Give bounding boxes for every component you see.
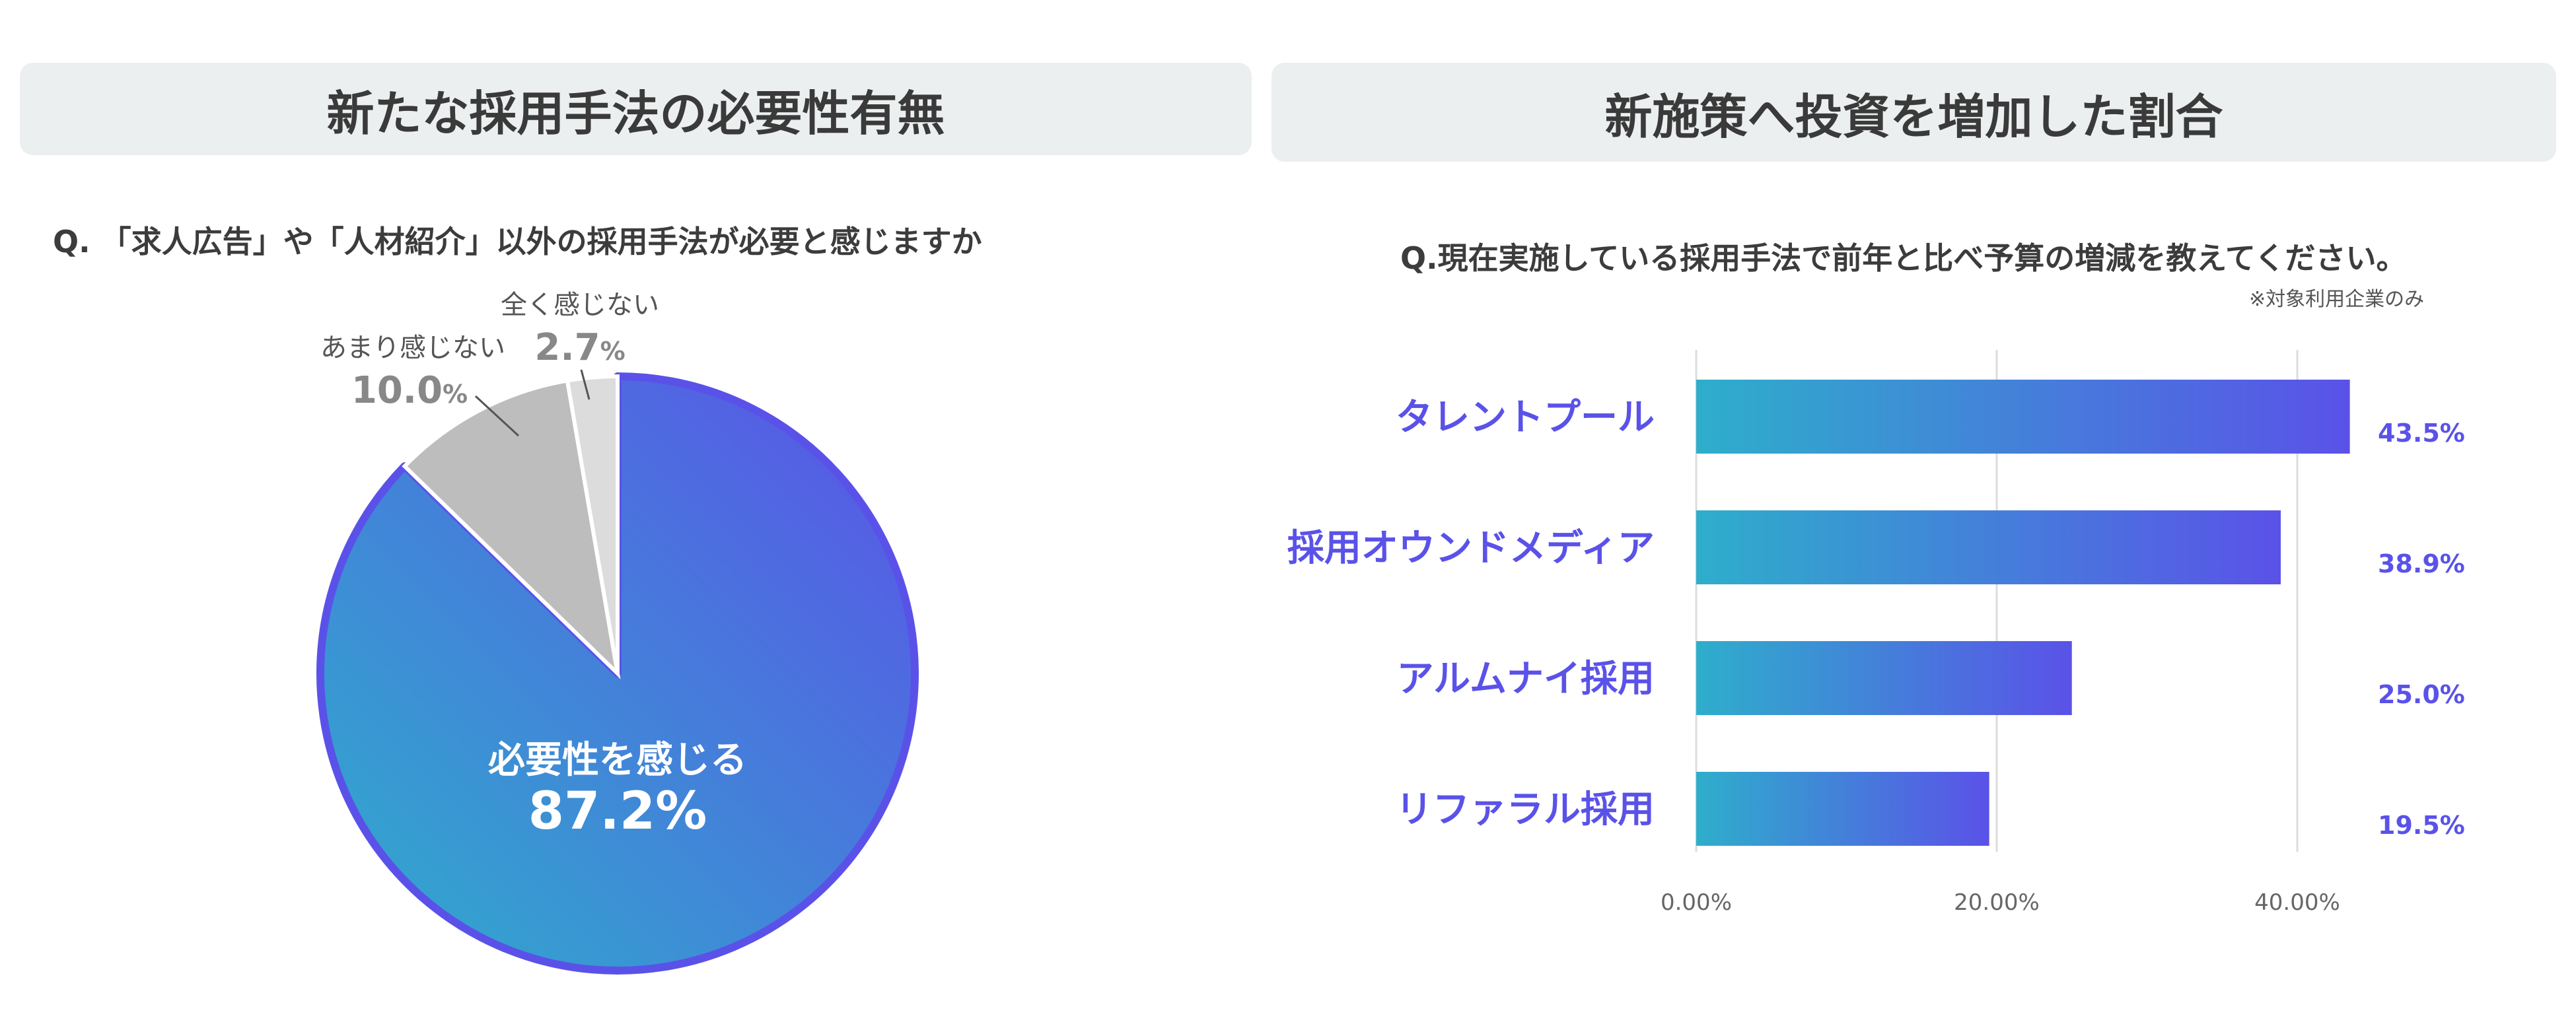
pie-value-2-num: 10.0 — [351, 369, 443, 412]
pie-leader-2 — [474, 395, 520, 437]
x-tick-label-2: 40.00% — [2254, 889, 2340, 916]
pie-value-2: 10.0% — [351, 369, 468, 412]
pie-label-main: 必要性を感じる — [488, 739, 747, 782]
bar-category-label-4: リファラル採用 — [1396, 788, 1655, 831]
pie-label-3: 全く感じない — [501, 290, 659, 320]
bar-category-label-2: 採用オウンドメディア — [1287, 527, 1655, 570]
bar-chart: 0.00% 20.00% 40.00% タレントプール 43.5% 採用オウンドメディア 3… — [1287, 350, 2465, 916]
left-panel-title: 新たな採用手法の必要性有無 — [20, 63, 1252, 155]
bar-value-label-4: 19.5% — [2378, 811, 2465, 840]
bar-value-label-2: 38.9% — [2378, 549, 2465, 578]
pie-slice-2 — [402, 378, 621, 679]
bar-category-label-1: タレントプール — [1396, 396, 1655, 439]
pie-label-2: あまり感じない — [320, 333, 505, 363]
bar-value-label-3: 25.0% — [2378, 680, 2465, 709]
pie-question: Q. 「求人広告」や「人材紹介」以外の採用手法が必要と感じますか — [53, 224, 982, 259]
bar-1 — [1696, 380, 2350, 454]
pie-slice-3 — [565, 374, 620, 674]
pie-value-3-unit: % — [600, 337, 626, 366]
bar-value-label-1: 43.5% — [2378, 419, 2465, 448]
bar-4 — [1696, 772, 1989, 846]
right-panel-title: 新施策へ投資を増加した割合 — [1271, 63, 2556, 162]
bar-category-label-3: アルムナイ採用 — [1397, 658, 1655, 701]
pie-value-3-num: 2.7 — [534, 326, 600, 369]
pie-value-2-unit: % — [443, 380, 468, 409]
pie-leader-3 — [580, 369, 590, 400]
x-tick-label-0: 0.00% — [1661, 889, 1732, 916]
bar-3 — [1696, 641, 2072, 715]
bar-question: Q.現在実施している採用手法で前年と比べ予算の増減を教えてください。 — [1400, 240, 2407, 276]
pie-value-3: 2.7% — [534, 326, 625, 369]
bar-2 — [1696, 510, 2281, 584]
x-tick-label-1: 20.00% — [1954, 889, 2040, 916]
bar-note: ※対象利用企業のみ — [2249, 288, 2425, 311]
pie-value-main: 87.2% — [528, 782, 707, 841]
